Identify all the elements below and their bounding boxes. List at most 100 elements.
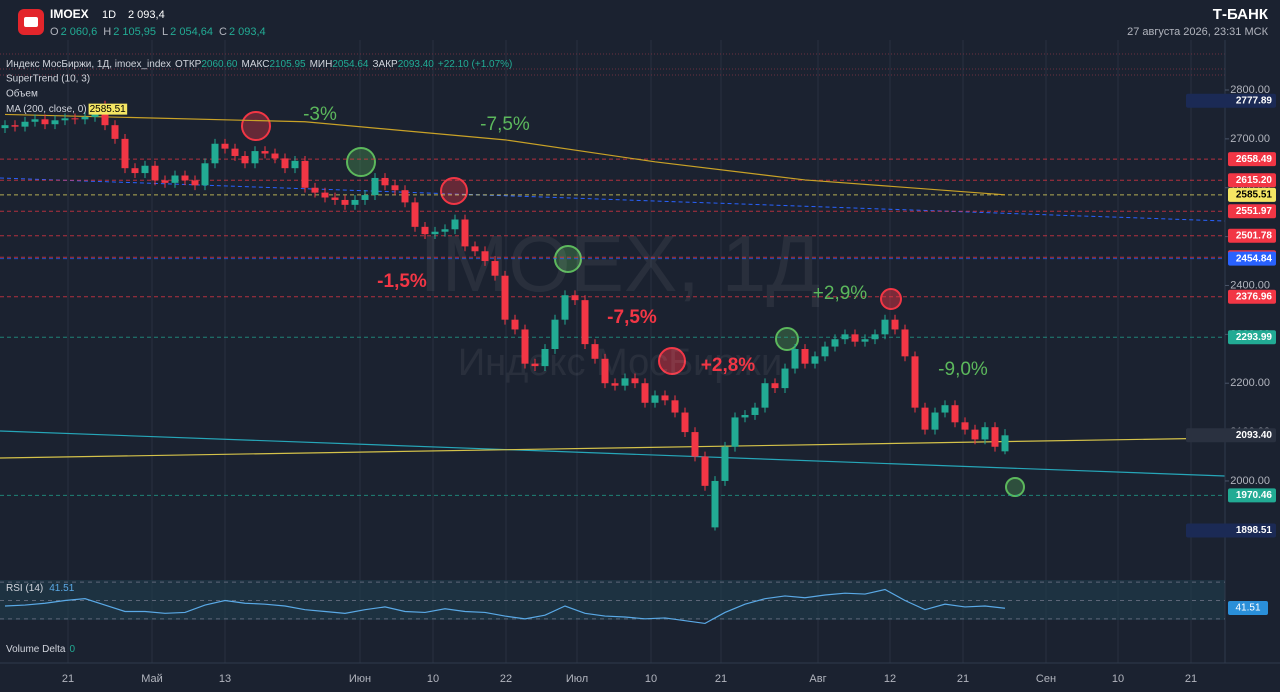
ohlc-key: O [50, 26, 59, 38]
x-tick-label: 21 [957, 673, 969, 685]
candle-body [441, 229, 449, 232]
candle-body [681, 412, 689, 433]
candle-body [1001, 435, 1009, 452]
candle-body [391, 185, 399, 191]
x-tick-label: 10 [427, 673, 439, 685]
candle-body [151, 165, 159, 181]
candle-body [361, 195, 369, 200]
candle-body [911, 356, 919, 408]
candle-body [841, 334, 849, 340]
indicator-name: SuperTrend (10, 3) [6, 74, 90, 85]
ohlc-key: C [219, 26, 227, 38]
candle-body [241, 155, 249, 164]
x-tick-label: Июл [566, 673, 588, 685]
candle-body [481, 251, 489, 262]
level-label: 2454.84 [1236, 253, 1273, 264]
candle-body [51, 120, 59, 125]
legend-main: Индекс МосБиржи, 1Д, imoex_index ОТКР2060… [6, 59, 512, 70]
candle-body [921, 407, 929, 430]
candle-body [1, 125, 9, 129]
y-tick-label: 2800.00 [1230, 84, 1270, 96]
ohlc-value: 2 060,6 [61, 26, 98, 38]
candle-body [791, 349, 799, 369]
buy-marker [346, 147, 376, 177]
level-badge [1228, 187, 1276, 202]
y-tick-label: 2000.00 [1230, 475, 1270, 487]
level-badge [1228, 330, 1276, 345]
candle-body [91, 114, 99, 117]
level-badge [1228, 251, 1276, 266]
x-tick-label: Июн [349, 673, 371, 685]
legend-change: +22.10 (+1.07%) [438, 59, 513, 70]
rsi-badge-label: 41.51 [1235, 603, 1260, 614]
candle-body [61, 118, 69, 121]
interval: 1D [102, 9, 116, 21]
candle-body [951, 405, 959, 423]
volume-delta-value: 0 [69, 644, 75, 655]
candle-body [621, 378, 629, 386]
trend-line [0, 437, 1226, 459]
logo-mark [24, 17, 38, 27]
annotation: -7,5% [607, 307, 657, 328]
ma-legend: MA (200, close, 0) 2585.51 [6, 104, 126, 115]
candle-body [181, 175, 189, 181]
candle-body [211, 143, 219, 164]
level-label: 2293.99 [1236, 332, 1273, 343]
rsi-value: 41.51 [49, 583, 74, 594]
level-label: 2658.49 [1236, 154, 1273, 165]
level-badge [1228, 228, 1276, 243]
candle-body [111, 125, 119, 139]
legend-key: ОТКР [175, 59, 202, 70]
candle-body [251, 151, 259, 164]
candle-body [871, 334, 879, 340]
level-label: 2376.96 [1236, 291, 1273, 302]
candle-body [221, 143, 229, 149]
annotation: -1,5% [377, 271, 427, 292]
x-tick-label: 21 [62, 673, 74, 685]
symbol: IMOEX [50, 7, 89, 21]
signal-markers [241, 111, 1025, 497]
sell-marker [440, 177, 468, 205]
candle-body [611, 383, 619, 386]
rsi-band [0, 580, 1225, 620]
candle-body [541, 349, 549, 367]
legend-value: 2093.40 [398, 59, 435, 70]
ohlc-key: L [162, 26, 168, 38]
level-label: 2615.20 [1236, 175, 1273, 186]
x-tick-label: 12 [884, 673, 896, 685]
x-tick-label: Май [141, 673, 163, 685]
annotation: +2,9% [813, 283, 868, 304]
candle-body [101, 104, 109, 126]
level-badge [1186, 93, 1276, 108]
candle-body [741, 414, 749, 418]
level-badge [1228, 204, 1276, 219]
candle-body [731, 417, 739, 447]
buy-marker [775, 327, 799, 351]
level-label: 2093.40 [1236, 430, 1273, 441]
candle-body [31, 119, 39, 122]
watermark: Индекс МосБиржи [458, 342, 782, 384]
legend-value: 2105.95 [269, 59, 306, 70]
level-label: 2551.97 [1236, 206, 1273, 217]
candle-body [451, 219, 459, 230]
candle-body [201, 163, 209, 186]
candle-body [501, 275, 509, 320]
candle-body [411, 202, 419, 227]
candle-body [271, 153, 279, 159]
candle-body [281, 158, 289, 169]
candle-body [331, 197, 339, 200]
candle-body [401, 190, 409, 203]
volume-delta-name: Volume Delta [6, 644, 66, 655]
ma-value: 2585.51 [90, 104, 127, 115]
candle-body [781, 368, 789, 389]
legend-key: ЗАКР [373, 59, 399, 70]
legend-title: Индекс МосБиржи, 1Д, imoex_index [6, 59, 171, 70]
x-tick-label: Сен [1036, 673, 1056, 685]
y-tick-label: 2400.00 [1230, 279, 1270, 291]
sell-marker [880, 288, 902, 310]
candle-body [431, 231, 439, 235]
ma-value-bg [88, 103, 128, 115]
candle-body [941, 405, 949, 413]
